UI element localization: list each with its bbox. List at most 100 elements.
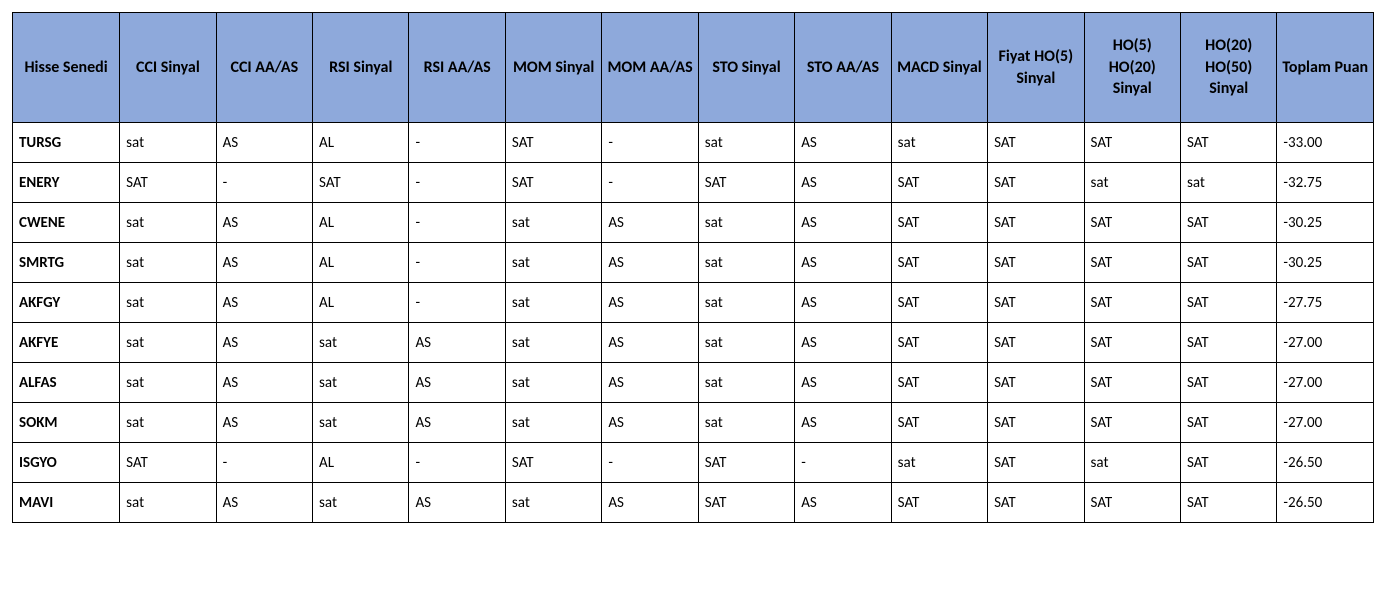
cell: - xyxy=(409,283,505,323)
cell-total: -32.75 xyxy=(1277,163,1374,203)
cell: SAT xyxy=(1084,123,1180,163)
cell: AL xyxy=(313,443,409,483)
cell: SAT xyxy=(988,443,1084,483)
table-row: AKFYE sat AS sat AS sat AS sat AS SAT SA… xyxy=(13,323,1374,363)
cell: SAT xyxy=(891,323,987,363)
table-row: SOKM sat AS sat AS sat AS sat AS SAT SAT… xyxy=(13,403,1374,443)
cell-ticker: TURSG xyxy=(13,123,120,163)
col-header: MOM Sinyal xyxy=(505,13,601,123)
cell: SAT xyxy=(1084,403,1180,443)
table-row: ALFAS sat AS sat AS sat AS sat AS SAT SA… xyxy=(13,363,1374,403)
cell: AS xyxy=(216,123,312,163)
cell: SAT xyxy=(1180,443,1276,483)
cell: SAT xyxy=(988,163,1084,203)
col-header: HO(20) HO(50) Sinyal xyxy=(1180,13,1276,123)
cell: SAT xyxy=(1180,243,1276,283)
cell-total: -27.00 xyxy=(1277,323,1374,363)
cell: AS xyxy=(795,403,891,443)
cell-total: -33.00 xyxy=(1277,123,1374,163)
cell: AS xyxy=(602,403,698,443)
cell: sat xyxy=(505,403,601,443)
cell-total: -27.75 xyxy=(1277,283,1374,323)
cell: sat xyxy=(698,203,794,243)
cell-ticker: CWENE xyxy=(13,203,120,243)
cell: SAT xyxy=(891,403,987,443)
cell: sat xyxy=(313,323,409,363)
table-row: ENERY SAT - SAT - SAT - SAT AS SAT SAT s… xyxy=(13,163,1374,203)
cell: SAT xyxy=(1084,483,1180,523)
col-header: CCI AA/AS xyxy=(216,13,312,123)
cell-ticker: SMRTG xyxy=(13,243,120,283)
cell: AS xyxy=(409,483,505,523)
cell: SAT xyxy=(988,203,1084,243)
cell: sat xyxy=(505,363,601,403)
cell: AS xyxy=(409,363,505,403)
table-body: TURSG sat AS AL - SAT - sat AS sat SAT S… xyxy=(13,123,1374,523)
cell: - xyxy=(216,443,312,483)
cell: sat xyxy=(120,243,216,283)
cell: AS xyxy=(409,323,505,363)
cell: SAT xyxy=(1084,243,1180,283)
cell: - xyxy=(409,123,505,163)
cell: sat xyxy=(120,403,216,443)
cell: SAT xyxy=(988,283,1084,323)
col-header: RSI Sinyal xyxy=(313,13,409,123)
cell: AL xyxy=(313,243,409,283)
cell: SAT xyxy=(988,123,1084,163)
cell: SAT xyxy=(891,203,987,243)
col-header: STO AA/AS xyxy=(795,13,891,123)
table-row: AKFGY sat AS AL - sat AS sat AS SAT SAT … xyxy=(13,283,1374,323)
cell: SAT xyxy=(1084,203,1180,243)
cell: SAT xyxy=(988,243,1084,283)
cell: SAT xyxy=(891,243,987,283)
cell: SAT xyxy=(1180,323,1276,363)
cell: AL xyxy=(313,123,409,163)
cell-total: -30.25 xyxy=(1277,203,1374,243)
cell: sat xyxy=(313,483,409,523)
cell-total: -27.00 xyxy=(1277,403,1374,443)
cell: sat xyxy=(505,243,601,283)
cell: SAT xyxy=(120,443,216,483)
col-header: HO(5) HO(20) Sinyal xyxy=(1084,13,1180,123)
cell: sat xyxy=(698,283,794,323)
cell-ticker: AKFYE xyxy=(13,323,120,363)
cell-total: -30.25 xyxy=(1277,243,1374,283)
cell: AL xyxy=(313,283,409,323)
cell: sat xyxy=(698,363,794,403)
table-row: MAVI sat AS sat AS sat AS SAT AS SAT SAT… xyxy=(13,483,1374,523)
cell: SAT xyxy=(505,163,601,203)
cell: AS xyxy=(602,323,698,363)
cell: sat xyxy=(1180,163,1276,203)
cell: SAT xyxy=(988,403,1084,443)
cell-total: -26.50 xyxy=(1277,483,1374,523)
table-row: TURSG sat AS AL - SAT - sat AS sat SAT S… xyxy=(13,123,1374,163)
cell: SAT xyxy=(1084,283,1180,323)
cell: AS xyxy=(602,483,698,523)
cell: AS xyxy=(795,203,891,243)
cell: AS xyxy=(795,363,891,403)
cell: AS xyxy=(409,403,505,443)
cell: AS xyxy=(602,243,698,283)
table-row: CWENE sat AS AL - sat AS sat AS SAT SAT … xyxy=(13,203,1374,243)
cell: SAT xyxy=(988,323,1084,363)
cell: SAT xyxy=(1180,363,1276,403)
cell: sat xyxy=(505,323,601,363)
table-row: ISGYO SAT - AL - SAT - SAT - sat SAT sat… xyxy=(13,443,1374,483)
cell: AS xyxy=(795,283,891,323)
cell: AS xyxy=(216,243,312,283)
cell-ticker: AKFGY xyxy=(13,283,120,323)
col-header: RSI AA/AS xyxy=(409,13,505,123)
col-header: Hisse Senedi xyxy=(13,13,120,123)
cell: SAT xyxy=(313,163,409,203)
cell: sat xyxy=(120,483,216,523)
cell: sat xyxy=(120,363,216,403)
cell: AS xyxy=(216,283,312,323)
cell: AL xyxy=(313,203,409,243)
cell: AS xyxy=(795,243,891,283)
cell: AS xyxy=(216,483,312,523)
cell-ticker: SOKM xyxy=(13,403,120,443)
cell: sat xyxy=(891,443,987,483)
cell: SAT xyxy=(698,163,794,203)
col-header: Toplam Puan xyxy=(1277,13,1374,123)
cell: AS xyxy=(602,203,698,243)
